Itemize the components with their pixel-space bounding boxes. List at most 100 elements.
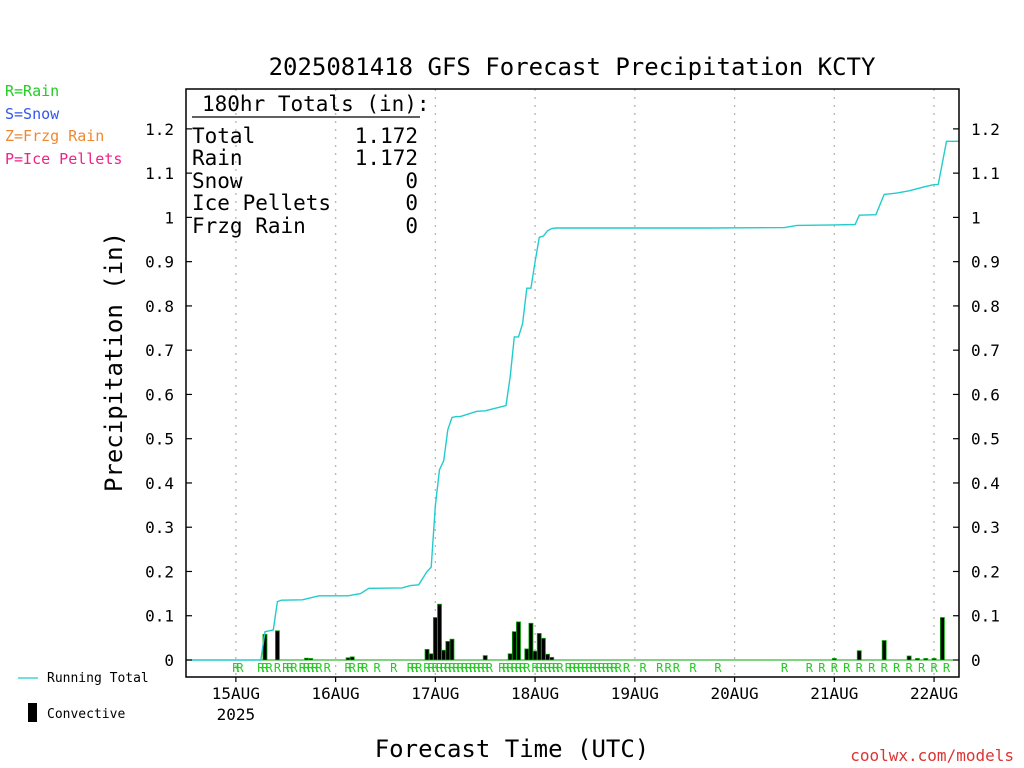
convective-bar [532, 650, 538, 661]
chart-title: 2025081418 GFS Forecast Precipitation KC… [269, 53, 876, 81]
rain-marker: R [640, 661, 648, 675]
totals-box: 180hr Totals (in): Total 1.172 Rain 1.17… [192, 92, 430, 238]
rain-marker: R [540, 661, 548, 675]
y-tick-label-right: 0.2 [971, 562, 1000, 581]
rain-marker: R [299, 661, 307, 675]
rain-marker: R [232, 661, 240, 675]
y-tick-label-right: 0.8 [971, 297, 1000, 316]
rain-marker: R [594, 661, 602, 675]
grid-lines [235, 89, 935, 677]
convective-bar [524, 648, 530, 661]
rain-marker: R [448, 661, 456, 675]
rain-marker: R [689, 661, 697, 675]
legend-rain: R=Rain [5, 82, 59, 100]
rain-marker: R [361, 661, 369, 675]
y-tick-label-left: 1.1 [145, 164, 174, 183]
rain-marker: R [868, 661, 876, 675]
rain-marker: R [598, 661, 606, 675]
convective-bar [856, 650, 862, 661]
totals-label-snow: Snow [192, 169, 243, 193]
rain-marker: R [311, 661, 319, 675]
rain-marker: R [714, 661, 722, 675]
rain-marker: R [569, 661, 577, 675]
rain-marker: R [453, 661, 461, 675]
convective-bar [441, 649, 447, 661]
legend-ice-pellets: P=Ice Pellets [5, 150, 122, 168]
convective-bar [275, 630, 280, 661]
convective-bar [349, 656, 355, 661]
rain-marker: R [307, 661, 315, 675]
rain-marker: R [552, 661, 560, 675]
totals-label-rain: Rain [192, 146, 243, 170]
rain-marker: R [590, 661, 598, 675]
convective-bar [906, 655, 912, 661]
rain-marker: R [531, 661, 539, 675]
x-tick-label: 17AUG [411, 684, 459, 703]
y-tick-label-left: 0.2 [145, 562, 174, 581]
running-total-line [186, 140, 959, 661]
rain-marker: R [428, 661, 436, 675]
x-tick-sublabel: 2025 [217, 705, 256, 724]
convective-bar [915, 658, 920, 661]
rain-marker: R [581, 661, 589, 675]
totals-label-frzg-rain: Frzg Rain [192, 214, 306, 238]
y-tick-label-left: 0.5 [145, 430, 174, 449]
rain-marker: R [486, 661, 494, 675]
rain-marker: R [274, 661, 282, 675]
rain-marker: R [266, 661, 274, 675]
totals-header: 180hr Totals (in): [202, 92, 430, 116]
rain-marker: R [831, 661, 839, 675]
rain-marker: R [615, 661, 623, 675]
rain-marker: R [415, 661, 423, 675]
rain-marker: R [469, 661, 477, 675]
x-axis-ticks: 15AUG 2025 16AUG 17AUG 18AUG 19AUG 20AUG 21AUG 2… [212, 677, 958, 724]
legend-freezing-rain: Z=Frzg Rain [5, 127, 104, 145]
rain-marker: R [556, 661, 564, 675]
y-tick-label-right: 0.9 [971, 253, 1000, 272]
rain-marker: R [610, 661, 618, 675]
convective-bar [432, 617, 438, 661]
convective-bar [939, 617, 945, 661]
x-tick-label: 15AUG [212, 684, 260, 703]
x-tick-label: 19AUG [611, 684, 659, 703]
watermark: coolwx.com/models [850, 746, 1014, 765]
y-tick-label-right: 0.4 [971, 474, 1000, 493]
convective-bar [428, 653, 434, 661]
rain-marker: R [436, 661, 444, 675]
rain-marker: R [781, 661, 789, 675]
convective-bar [881, 640, 887, 661]
rain-marker: R [465, 661, 473, 675]
convective-legend-swatch [28, 703, 37, 722]
totals-value-snow: 0 [405, 169, 418, 193]
rain-marker: R [473, 661, 481, 675]
rain-marker: R [423, 661, 431, 675]
rain-marker: R [286, 661, 294, 675]
rain-marker: R [523, 661, 531, 675]
x-tick-label: 18AUG [511, 684, 559, 703]
rain-marker: R [573, 661, 581, 675]
rain-marker: R [930, 661, 938, 675]
rain-marker: R [536, 661, 544, 675]
rain-marker: R [673, 661, 681, 675]
precip-type-legend: R=Rain S=Snow Z=Frzg Rain P=Ice Pellets [5, 82, 122, 168]
rain-marker: R [586, 661, 594, 675]
rain-marker: R [507, 661, 515, 675]
rain-marker: R [544, 661, 552, 675]
y-tick-label-left: 0.6 [145, 385, 174, 404]
y-tick-label-right: 0.5 [971, 430, 1000, 449]
plot-frame [185, 88, 960, 678]
x-tick-label: 21AUG [810, 684, 858, 703]
rain-marker: R [236, 661, 244, 675]
y-tick-label-left: 0.8 [145, 297, 174, 316]
rain-marker: R [602, 661, 610, 675]
rain-marker: R [519, 661, 527, 675]
series-legend: Running Total Convective [18, 671, 149, 722]
rain-marker: R [261, 661, 269, 675]
rain-marker: R [482, 661, 490, 675]
convective-bar [536, 633, 542, 661]
convective-bar [923, 658, 929, 661]
rain-marker: R [548, 661, 556, 675]
y-tick-label-right: 0.3 [971, 518, 1000, 537]
rain-marker: R [906, 661, 914, 675]
